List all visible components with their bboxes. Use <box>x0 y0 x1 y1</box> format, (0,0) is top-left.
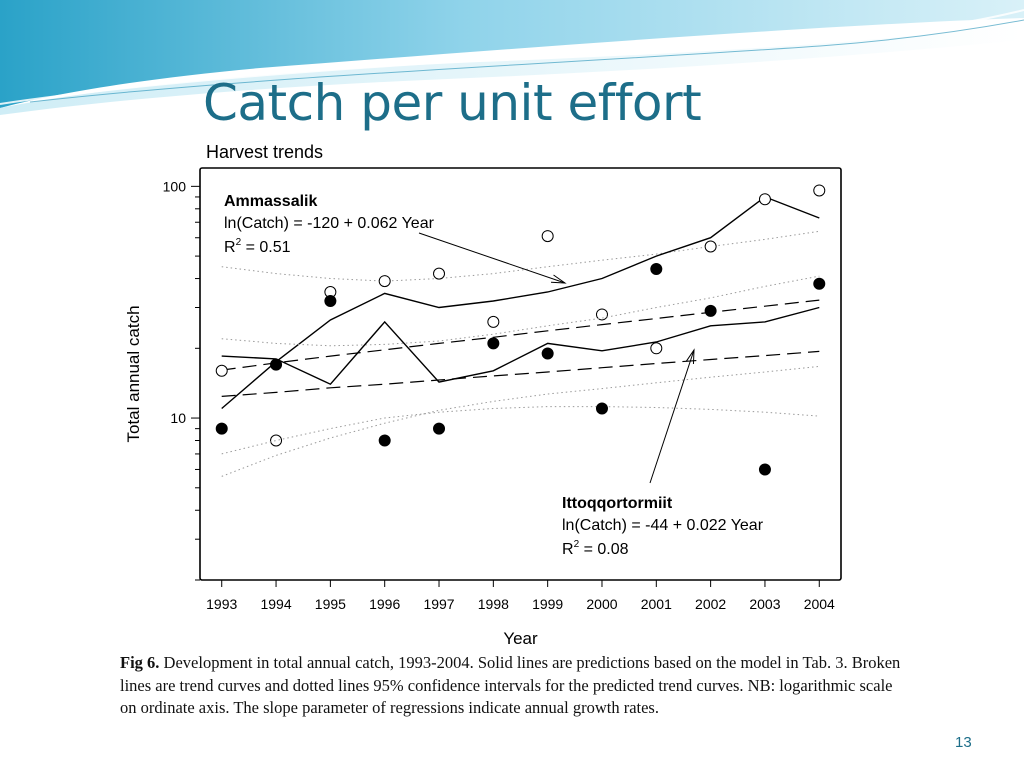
ammassalik-point-1997 <box>433 267 446 280</box>
x-tick-label-2003: 2003 <box>749 596 780 612</box>
x-tick-label-1998: 1998 <box>478 596 509 612</box>
ittoqqortormiit-annotation-r2: R2 = 0.08 <box>562 539 629 558</box>
ittoqqortormiit-point-2004 <box>813 277 826 290</box>
ammassalik-ci-upper-line <box>221 230 820 282</box>
y-axis-label: Total annual catch <box>124 305 143 442</box>
x-axis: 1993 1994 1995 1996 1997 1998 1999 2000 2001 2002… <box>206 580 835 612</box>
ammassalik-point-1996 <box>378 275 391 288</box>
plot-frame <box>199 167 842 581</box>
x-tick-label-2001: 2001 <box>641 596 672 612</box>
y-tick-label-100: 100 <box>163 178 187 194</box>
ammassalik-annotation-r2: R2 = 0.51 <box>224 237 291 256</box>
x-tick-label-1994: 1994 <box>260 596 291 612</box>
page-number: 13 <box>955 734 972 751</box>
ammassalik-point-2002 <box>704 240 717 253</box>
ammassalik-prediction-line <box>221 196 820 410</box>
x-tick-label-2004: 2004 <box>804 596 835 612</box>
ittoqqortormiit-point-2002 <box>704 304 717 317</box>
x-tick-label-1999: 1999 <box>532 596 563 612</box>
ittoqqortormiit-point-1997 <box>433 422 446 435</box>
x-tick-label-2002: 2002 <box>695 596 726 612</box>
ammassalik-point-1998 <box>487 315 500 328</box>
ammassalik-annotation-equation: ln(Catch) = -120 + 0.062 Year <box>224 215 435 232</box>
ammassalik-arrow <box>418 232 567 284</box>
ittoqqortormiit-ci-lower-line <box>221 406 820 455</box>
x-tick-label-1995: 1995 <box>315 596 346 612</box>
ammassalik-trend-line <box>221 299 820 371</box>
ammassalik-point-2004 <box>813 184 826 197</box>
ammassalik-arrow-shaft <box>418 232 566 284</box>
ammassalik-arrow-head <box>550 274 567 284</box>
ittoqqortormiit-point-1994 <box>270 358 283 371</box>
x-tick-label-1997: 1997 <box>423 596 454 612</box>
ittoqqortormiit-point-2001 <box>650 262 663 275</box>
ittoqqortormiit-point-1999 <box>541 347 554 360</box>
ittoqqortormiit-arrow-head <box>685 348 695 365</box>
figure-panel: Harvest trends 1993 1994 1995 1996 1997 1998 19… <box>119 135 871 650</box>
ammassalik-point-2000 <box>595 308 608 321</box>
y-tick-label-10: 10 <box>170 410 186 426</box>
series-ammassalik <box>215 184 826 477</box>
ammassalik-point-1999 <box>541 230 554 243</box>
header-wave-decoration <box>0 0 1024 115</box>
ittoqqortormiit-point-1996 <box>378 434 391 447</box>
ammassalik-annotation: Ammassalik ln(Catch) = -120 + 0.062 Year R… <box>224 193 435 256</box>
ammassalik-point-1994 <box>270 434 283 447</box>
ammassalik-point-1993 <box>215 364 228 377</box>
ittoqqortormiit-trend-line <box>221 350 820 397</box>
x-tick-label-1996: 1996 <box>369 596 400 612</box>
ammassalik-annotation-name: Ammassalik <box>224 193 317 210</box>
ittoqqortormiit-point-1998 <box>487 337 500 350</box>
caption-label: Fig 6. <box>120 653 160 672</box>
ittoqqortormiit-arrow <box>649 348 695 484</box>
y-axis: 100 10 <box>163 178 200 581</box>
figure-caption: Fig 6. Development in total annual catch… <box>120 652 910 720</box>
ittoqqortormiit-point-2000 <box>595 402 608 415</box>
ittoqqortormiit-ci-upper-line <box>221 275 820 347</box>
series-ittoqqortormiit <box>215 262 826 476</box>
ammassalik-point-2003 <box>758 193 771 206</box>
slide-title: Catch per unit effort <box>203 74 702 132</box>
ittoqqortormiit-annotation: Ittoqqortormiit ln(Catch) = -44 + 0.022 Y… <box>562 495 764 558</box>
chart-title: Harvest trends <box>206 142 323 162</box>
x-axis-label: Year <box>503 629 538 648</box>
x-tick-label-1993: 1993 <box>206 596 237 612</box>
ittoqqortormiit-annotation-name: Ittoqqortormiit <box>562 495 673 512</box>
ittoqqortormiit-point-2003 <box>758 463 771 476</box>
ittoqqortormiit-annotation-equation: ln(Catch) = -44 + 0.022 Year <box>562 517 764 534</box>
ittoqqortormiit-arrow-shaft <box>649 349 695 484</box>
ittoqqortormiit-point-1993 <box>215 422 228 435</box>
ammassalik-point-2001 <box>650 342 663 355</box>
caption-text: Development in total annual catch, 1993-… <box>120 653 901 717</box>
ittoqqortormiit-prediction-line <box>221 306 820 386</box>
ammassalik-ci-lower-line <box>221 365 820 477</box>
ittoqqortormiit-point-1995 <box>324 295 337 308</box>
x-tick-label-2000: 2000 <box>586 596 617 612</box>
